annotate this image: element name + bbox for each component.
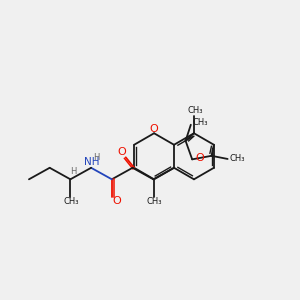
Text: CH₃: CH₃ bbox=[64, 197, 79, 206]
Text: O: O bbox=[113, 196, 122, 206]
Text: O: O bbox=[117, 147, 126, 157]
Text: H: H bbox=[70, 167, 77, 176]
Text: O: O bbox=[195, 153, 204, 163]
Text: O: O bbox=[150, 124, 158, 134]
Text: NH: NH bbox=[84, 157, 100, 166]
Text: CH₃: CH₃ bbox=[193, 118, 208, 127]
Text: CH₃: CH₃ bbox=[229, 154, 245, 164]
Text: CH₃: CH₃ bbox=[187, 106, 203, 115]
Text: H: H bbox=[93, 153, 100, 162]
Text: CH₃: CH₃ bbox=[146, 197, 162, 206]
